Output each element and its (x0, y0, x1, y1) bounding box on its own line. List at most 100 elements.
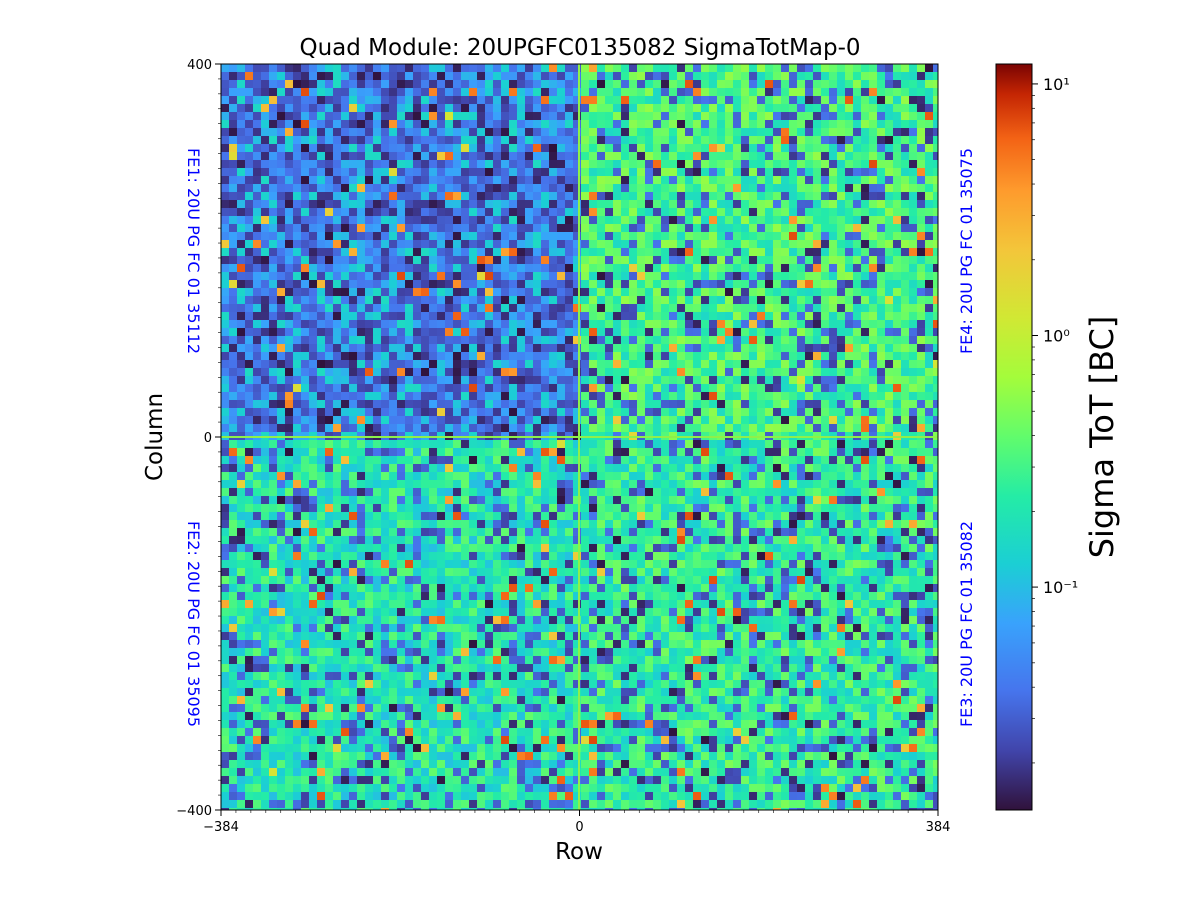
heatmap-cell (485, 368, 493, 376)
heatmap-cell (245, 296, 253, 304)
heatmap-cell (709, 440, 717, 448)
heatmap-cell (509, 104, 517, 112)
heatmap-cell (373, 472, 381, 480)
heatmap-cell (757, 272, 765, 280)
heatmap-cell (629, 168, 637, 176)
heatmap-cell (869, 400, 877, 408)
heatmap-cell (909, 456, 917, 464)
heatmap-cell (421, 152, 429, 160)
heatmap-cell (365, 392, 373, 400)
heatmap-cell (349, 352, 357, 360)
heatmap-cell (517, 448, 525, 456)
heatmap-cell (405, 360, 413, 368)
heatmap-cell (661, 328, 669, 336)
heatmap-cell (277, 256, 285, 264)
heatmap-cell (773, 80, 781, 88)
heatmap-cell (693, 224, 701, 232)
heatmap-cell (293, 392, 301, 400)
heatmap-cell (733, 464, 741, 472)
heatmap-cell (317, 312, 325, 320)
heatmap-cell (437, 168, 445, 176)
heatmap-cell (253, 440, 261, 448)
heatmap-cell (549, 288, 557, 296)
heatmap-cell (717, 440, 725, 448)
heatmap-cell (837, 208, 845, 216)
heatmap-cell (453, 280, 461, 288)
heatmap-cell (877, 216, 885, 224)
heatmap-cell (445, 320, 453, 328)
heatmap-cell (725, 448, 733, 456)
heatmap-cell (661, 264, 669, 272)
heatmap-cell (757, 176, 765, 184)
heatmap-cell (749, 488, 757, 496)
heatmap-cell (269, 248, 277, 256)
heatmap-cell (645, 384, 653, 392)
heatmap-cell (421, 400, 429, 408)
heatmap-cell (269, 456, 277, 464)
heatmap-cell (349, 408, 357, 416)
heatmap-cell (533, 312, 541, 320)
heatmap-cell (365, 128, 373, 136)
heatmap-cell (317, 376, 325, 384)
heatmap-cell (829, 248, 837, 256)
heatmap-cell (917, 456, 925, 464)
heatmap-cell (293, 344, 301, 352)
heatmap-cell (437, 208, 445, 216)
heatmap-cell (565, 128, 573, 136)
heatmap-cell (861, 120, 869, 128)
heatmap-cell (325, 264, 333, 272)
heatmap-cell (661, 296, 669, 304)
heatmap-cell (253, 136, 261, 144)
heatmap-cell (525, 328, 533, 336)
heatmap-cell (581, 200, 589, 208)
heatmap-cell (869, 208, 877, 216)
heatmap-cell (909, 368, 917, 376)
heatmap-cell (909, 416, 917, 424)
heatmap-cell (813, 408, 821, 416)
heatmap-cell (685, 224, 693, 232)
heatmap-cell (405, 192, 413, 200)
heatmap-cell (429, 192, 437, 200)
heatmap-cell (677, 424, 685, 432)
heatmap-cell (637, 384, 645, 392)
heatmap-cell (381, 488, 389, 496)
heatmap-cell (613, 376, 621, 384)
heatmap-cell (877, 144, 885, 152)
heatmap-cell (693, 408, 701, 416)
heatmap-cell (469, 376, 477, 384)
heatmap-cell (301, 504, 309, 512)
heatmap-cell (285, 176, 293, 184)
heatmap-cell (733, 184, 741, 192)
heatmap-cell (429, 408, 437, 416)
heatmap-cell (261, 144, 269, 152)
heatmap-cell (309, 496, 317, 504)
heatmap-cell (637, 376, 645, 384)
heatmap-cell (261, 448, 269, 456)
heatmap-cell (701, 304, 709, 312)
heatmap-cell (261, 424, 269, 432)
heatmap-cell (357, 144, 365, 152)
heatmap-cell (781, 352, 789, 360)
heatmap-cell (269, 208, 277, 216)
heatmap-cell (389, 72, 397, 80)
heatmap-cell (821, 64, 829, 72)
heatmap-cell (725, 232, 733, 240)
heatmap-cell (301, 72, 309, 80)
heatmap-cell (365, 112, 373, 120)
heatmap-cell (253, 496, 261, 504)
heatmap-cell (501, 128, 509, 136)
heatmap-cell (229, 448, 237, 456)
heatmap-cell (789, 104, 797, 112)
heatmap-cell (789, 376, 797, 384)
heatmap-cell (853, 104, 861, 112)
heatmap-cell (709, 192, 717, 200)
heatmap-cell (597, 104, 605, 112)
heatmap-cell (621, 456, 629, 464)
heatmap-cell (717, 168, 725, 176)
heatmap-cell (621, 248, 629, 256)
heatmap-cell (757, 456, 765, 464)
heatmap-cell (445, 112, 453, 120)
heatmap-cell (781, 272, 789, 280)
heatmap-cell (373, 160, 381, 168)
heatmap-cell (429, 400, 437, 408)
